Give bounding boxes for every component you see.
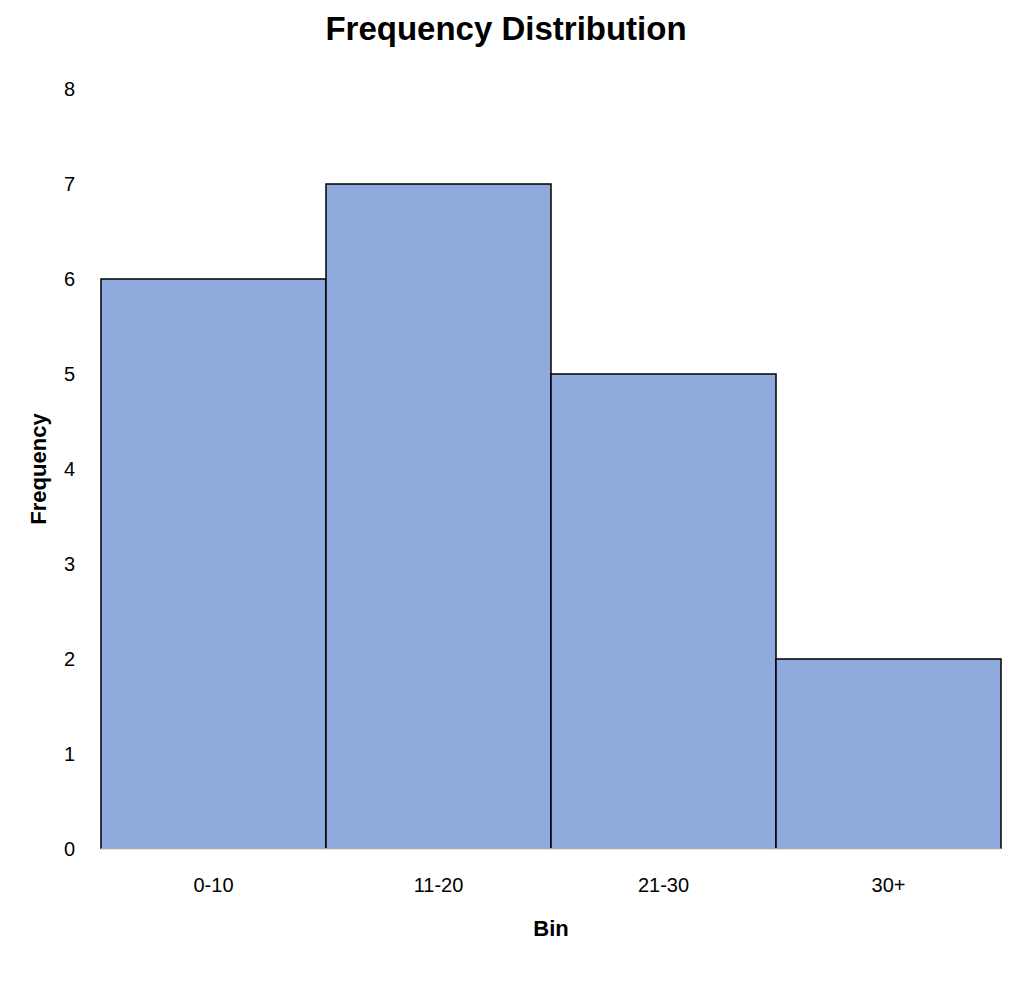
- y-tick-label: 8: [64, 78, 75, 100]
- x-tick-label: 11-20: [414, 874, 464, 896]
- bar: [776, 659, 1001, 849]
- y-tick-label: 6: [64, 268, 75, 290]
- y-tick-label: 1: [64, 743, 75, 765]
- y-tick-label: 3: [64, 553, 75, 575]
- y-tick-label: 7: [64, 173, 75, 195]
- x-tick-label: 30+: [872, 874, 906, 896]
- y-tick-label: 2: [64, 648, 75, 670]
- x-axis-line: [101, 848, 1001, 850]
- y-tick-label: 5: [64, 363, 75, 385]
- y-tick-label: 0: [64, 838, 75, 860]
- x-tick-label: 21-30: [638, 874, 689, 896]
- y-tick-label: 4: [64, 458, 75, 480]
- chart-container: Frequency Distribution 0 1 2 3 4 5 6 7 8 0-10 11-20…: [0, 0, 1013, 981]
- bar: [326, 184, 551, 849]
- chart-svg: Frequency Distribution 0 1 2 3 4 5 6 7 8 0-10 11-20…: [0, 0, 1013, 981]
- y-axis-title: Frequency: [26, 413, 51, 525]
- x-tick-label: 0-10: [193, 874, 233, 896]
- bars: [101, 184, 1001, 849]
- bar: [551, 374, 776, 849]
- bar: [101, 279, 326, 849]
- x-axis-title: Bin: [533, 916, 568, 941]
- chart-title: Frequency Distribution: [325, 10, 686, 47]
